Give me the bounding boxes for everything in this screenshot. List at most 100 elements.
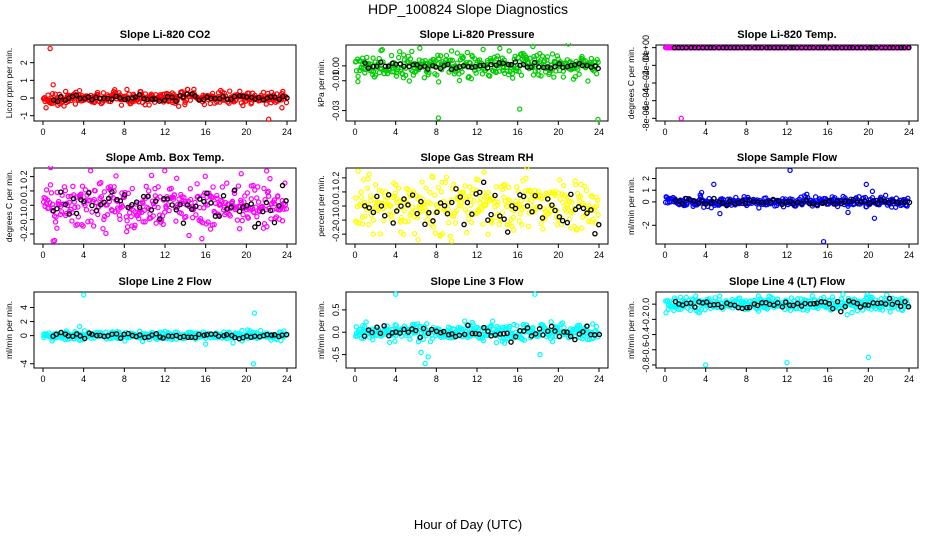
data-point-overlay bbox=[512, 59, 519, 65]
data-point-overlay bbox=[397, 61, 404, 67]
data-point-outlier bbox=[202, 341, 209, 347]
data-point bbox=[497, 334, 504, 340]
data-point bbox=[593, 70, 600, 77]
data-point-overlay bbox=[726, 198, 733, 204]
data-point-overlay bbox=[132, 94, 139, 100]
data-point bbox=[164, 90, 170, 97]
data-point-overlay bbox=[117, 198, 124, 204]
data-point bbox=[467, 184, 473, 190]
data-point bbox=[54, 225, 60, 231]
data-point-overlay bbox=[268, 332, 275, 338]
x-tick-label: 24 bbox=[282, 127, 292, 137]
data-point-overlay bbox=[814, 201, 821, 208]
data-point bbox=[517, 211, 523, 217]
data-point bbox=[439, 231, 446, 237]
data-point bbox=[518, 72, 525, 78]
data-point bbox=[576, 71, 582, 77]
data-point-overlay bbox=[420, 325, 427, 332]
data-point-overlay bbox=[580, 329, 586, 335]
data-point-overlay bbox=[829, 305, 836, 312]
data-point-overlay bbox=[113, 331, 120, 337]
data-point-overlay bbox=[746, 304, 753, 311]
data-point bbox=[526, 210, 532, 216]
data-point bbox=[494, 53, 501, 59]
data-point bbox=[400, 231, 407, 238]
data-point bbox=[240, 102, 246, 109]
data-point bbox=[234, 217, 241, 223]
data-point-overlay bbox=[815, 44, 821, 51]
data-point-overlay bbox=[743, 201, 749, 207]
x-tick-label: 24 bbox=[282, 250, 292, 260]
data-point-overlay bbox=[691, 198, 697, 204]
data-point bbox=[419, 179, 425, 185]
data-point bbox=[117, 216, 123, 222]
y-tick-label: -0.5 bbox=[331, 347, 341, 363]
data-point-overlay bbox=[449, 331, 455, 337]
x-tick-label: 24 bbox=[904, 127, 914, 137]
y-axis-label: degrees C per min. bbox=[626, 47, 636, 119]
data-point bbox=[72, 204, 78, 211]
data-point bbox=[470, 186, 476, 193]
data-point bbox=[438, 189, 445, 195]
data-point bbox=[463, 194, 469, 201]
data-point bbox=[519, 56, 525, 63]
data-point bbox=[122, 189, 128, 196]
data-point bbox=[409, 204, 416, 210]
data-point bbox=[513, 184, 520, 190]
data-point-overlay bbox=[867, 200, 873, 206]
data-point-overlay bbox=[708, 200, 714, 206]
data-point-overlay bbox=[497, 213, 503, 219]
data-point bbox=[162, 328, 168, 335]
data-point-overlay bbox=[755, 44, 761, 51]
y-tick-label: -6e-04 bbox=[641, 88, 651, 114]
data-point-outlier bbox=[863, 181, 870, 188]
data-point-overlay bbox=[687, 300, 694, 306]
x-tick-label: 0 bbox=[662, 127, 667, 137]
data-point bbox=[589, 321, 596, 327]
data-point-overlay bbox=[417, 334, 423, 341]
y-tick-label: 0.1 bbox=[19, 185, 29, 198]
data-point bbox=[353, 324, 360, 330]
data-point bbox=[393, 70, 400, 76]
data-point-outlier bbox=[537, 351, 543, 358]
data-point bbox=[58, 209, 65, 215]
data-point-overlay bbox=[393, 208, 400, 214]
data-point bbox=[362, 70, 368, 76]
data-point bbox=[187, 196, 194, 203]
data-point-overlay bbox=[105, 195, 112, 202]
data-point bbox=[111, 184, 117, 190]
data-point-overlay bbox=[779, 304, 786, 310]
data-point bbox=[210, 184, 216, 190]
y-tick-label: 0.2 bbox=[19, 170, 29, 183]
data-point bbox=[388, 203, 394, 209]
data-point bbox=[212, 210, 218, 216]
data-point bbox=[358, 189, 365, 195]
data-point bbox=[257, 327, 264, 334]
data-points bbox=[353, 291, 603, 367]
data-point bbox=[809, 293, 815, 299]
data-point bbox=[375, 199, 382, 205]
data-point bbox=[207, 226, 214, 232]
data-point-outlier bbox=[595, 116, 601, 123]
data-point-overlay bbox=[192, 93, 198, 99]
data-point-overlay bbox=[365, 327, 372, 333]
data-point bbox=[89, 209, 95, 215]
y-tick-label: 2 bbox=[641, 176, 651, 181]
data-point bbox=[506, 48, 512, 54]
y-tick-label: 0.2 bbox=[331, 172, 341, 185]
data-point-overlay bbox=[445, 61, 451, 68]
data-point-overlay bbox=[485, 217, 491, 223]
data-point bbox=[283, 99, 290, 106]
data-point bbox=[231, 190, 238, 197]
data-point bbox=[201, 101, 208, 108]
data-point bbox=[485, 189, 492, 196]
x-tick-label: 8 bbox=[122, 250, 127, 260]
data-point bbox=[405, 186, 411, 193]
x-tick-label: 0 bbox=[40, 250, 45, 260]
data-point-overlay bbox=[160, 335, 166, 341]
data-point bbox=[401, 207, 407, 214]
data-point bbox=[516, 218, 522, 224]
data-point-overlay bbox=[89, 331, 95, 338]
data-point bbox=[70, 183, 76, 190]
data-point bbox=[494, 202, 500, 208]
